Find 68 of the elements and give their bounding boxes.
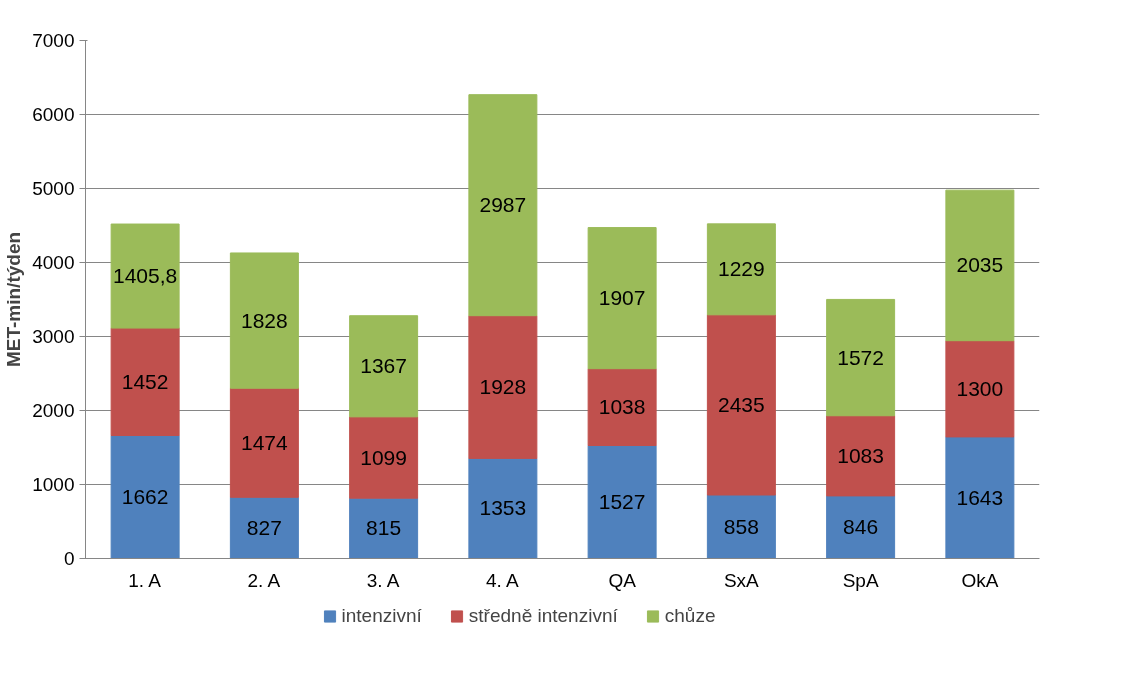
data-label: 2035 [956,253,1004,277]
data-label: 1527 [598,490,646,513]
bar [826,298,896,417]
data-label: 827 [246,515,282,539]
bar [468,457,538,559]
x-tick-label: 4. A [485,569,520,591]
data-label: 815 [366,516,402,540]
x-tick-label: 3. A [366,569,400,591]
data-label: 1300 [956,376,1004,400]
data-label: 1229 [718,257,765,281]
x-tick-label: SxA [723,569,760,591]
y-tick-label: 0 [63,548,75,569]
bar [229,496,299,559]
bar [945,436,1015,559]
y-tick-label: 4000 [32,252,75,273]
bar [349,315,419,418]
data-label: 1353 [479,496,527,520]
data-label: 1907 [598,286,646,310]
data-label: 858 [723,514,759,538]
data-label: 2987 [479,193,527,217]
bar [229,387,299,498]
x-tick-label: SpA [842,569,879,591]
bar [587,445,657,559]
x-tick-label: 2. A [247,569,281,591]
y-tick-label: 1000 [32,474,75,495]
data-label: 1828 [241,308,288,332]
y-tick-label: 3000 [32,326,75,347]
y-tick-label: 2000 [32,400,75,421]
data-label: 1474 [241,430,289,454]
data-label: 1572 [837,345,884,369]
data-label: 1662 [121,485,169,509]
bar [706,314,776,496]
bar [587,227,657,370]
legend-label: chůze [664,605,716,627]
data-label: 1083 [837,443,884,467]
y-tick-label: 7000 [32,30,75,51]
bar [110,435,180,559]
data-label: 846 [843,515,879,539]
bar [945,189,1015,342]
data-label: 1928 [479,375,527,399]
data-label: 1099 [360,445,407,469]
bar [826,415,896,497]
x-tick-label: 1. A [128,569,162,591]
bar [826,495,896,559]
bar [349,416,419,499]
data-label: 1038 [598,395,646,419]
data-label: 2435 [718,392,765,416]
bar [945,340,1015,438]
bar [110,223,180,329]
bar [587,368,657,446]
y-tick-label: 5000 [32,178,75,199]
x-tick-label: OkA [961,569,999,591]
bar [349,497,419,559]
bar [110,327,180,437]
data-label: 1452 [121,369,169,393]
bar [706,223,776,316]
y-axis-title: MET-min/týden [3,231,25,368]
bar [468,94,538,317]
data-label: 1405,8 [113,264,178,288]
y-tick-label: 6000 [32,104,75,125]
bar [468,315,538,459]
data-label: 1367 [360,354,407,378]
data-label: 1643 [956,485,1004,509]
legend-label: intenzivní [341,605,422,627]
x-tick-label: QA [608,569,637,591]
bar [706,494,776,559]
legend-label: středně intenzivní [468,605,618,627]
bar [229,252,299,389]
